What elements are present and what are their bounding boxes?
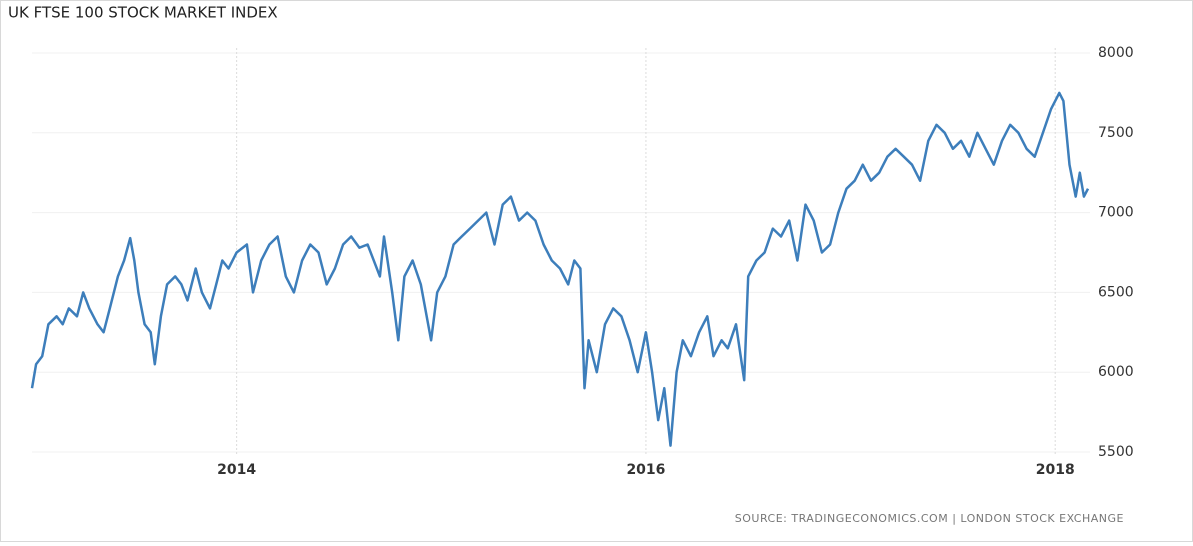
y-tick-label: 7500	[1098, 125, 1134, 141]
x-tick-label: 2014	[217, 462, 256, 478]
y-tick-label: 8000	[1098, 45, 1134, 61]
source: SOURCE: TRADINGECONOMICS.COM | LONDON ST…	[735, 512, 1124, 525]
line	[30, 91, 1090, 447]
y-tick-label: 6000	[1098, 364, 1134, 380]
chart-title: UK FTSE 100 STOCK MARKET INDEX	[8, 4, 278, 22]
y-tick-label: 6500	[1098, 284, 1134, 300]
x-tick-label: 2016	[626, 462, 665, 478]
y-tick-label: 7000	[1098, 205, 1134, 221]
x-tick-label: 2018	[1036, 462, 1075, 478]
y-tick-label: 5500	[1098, 444, 1134, 460]
